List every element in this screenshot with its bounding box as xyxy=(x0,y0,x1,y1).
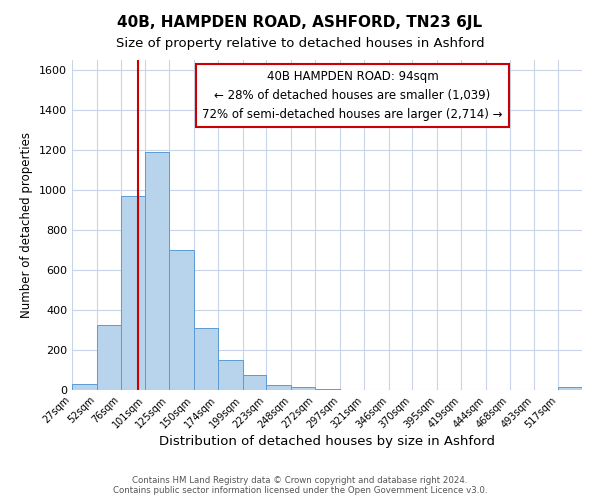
Bar xyxy=(291,387,315,390)
Text: Contains HM Land Registry data © Crown copyright and database right 2024.
Contai: Contains HM Land Registry data © Crown c… xyxy=(113,476,487,495)
Bar xyxy=(218,360,242,390)
Bar xyxy=(315,389,340,390)
Bar xyxy=(72,384,97,390)
X-axis label: Distribution of detached houses by size in Ashford: Distribution of detached houses by size … xyxy=(159,436,495,448)
Bar xyxy=(242,375,266,390)
Bar xyxy=(121,196,145,390)
Bar xyxy=(558,387,582,390)
Bar xyxy=(145,152,169,390)
Bar xyxy=(169,250,194,390)
Bar xyxy=(194,328,218,390)
Text: 40B HAMPDEN ROAD: 94sqm
← 28% of detached houses are smaller (1,039)
72% of semi: 40B HAMPDEN ROAD: 94sqm ← 28% of detache… xyxy=(202,70,503,121)
Text: Size of property relative to detached houses in Ashford: Size of property relative to detached ho… xyxy=(116,38,484,51)
Bar xyxy=(97,325,121,390)
Bar xyxy=(266,385,291,390)
Y-axis label: Number of detached properties: Number of detached properties xyxy=(20,132,34,318)
Text: 40B, HAMPDEN ROAD, ASHFORD, TN23 6JL: 40B, HAMPDEN ROAD, ASHFORD, TN23 6JL xyxy=(118,15,482,30)
